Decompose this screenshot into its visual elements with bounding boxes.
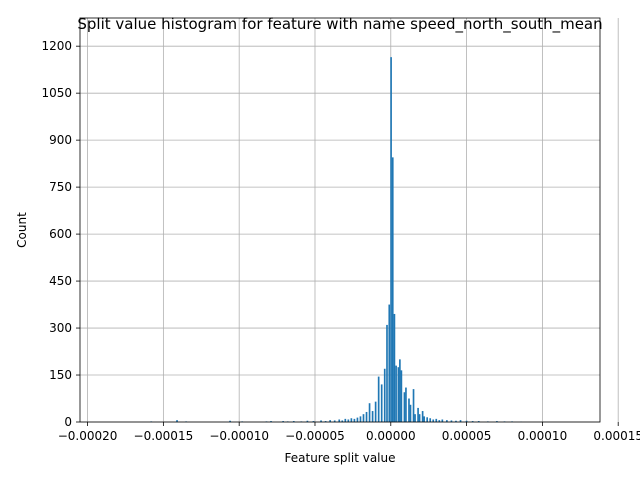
histogram-bar xyxy=(408,398,410,422)
histogram-bar xyxy=(371,411,374,422)
histogram-bar xyxy=(446,420,448,422)
y-tick-label: 150 xyxy=(49,368,72,382)
histogram-bar xyxy=(306,420,309,422)
histogram-bar xyxy=(496,421,498,422)
histogram-bar xyxy=(421,411,424,422)
x-tick-label: −0.00005 xyxy=(285,429,345,443)
histogram-bar xyxy=(390,57,392,423)
x-axis-label: Feature split value xyxy=(285,451,396,465)
histogram-bar xyxy=(368,403,371,422)
y-axis-ticks: 0 150 300 450 600 750 900 1050 1200 xyxy=(41,39,80,429)
y-tick-label: 900 xyxy=(49,133,72,147)
histogram-bar xyxy=(344,418,347,422)
grid-layer xyxy=(80,18,619,423)
histogram-bar xyxy=(353,418,356,422)
histogram-bar xyxy=(359,416,362,422)
histogram-bar xyxy=(362,414,365,422)
histogram-bar xyxy=(350,418,353,422)
y-tick-label: 1050 xyxy=(41,86,72,100)
y-tick-label: 600 xyxy=(49,227,72,241)
x-tick-label: −0.00020 xyxy=(58,429,118,443)
histogram-bar xyxy=(374,401,377,422)
histogram-bar xyxy=(388,304,391,422)
x-tick-label: 0.00000 xyxy=(366,429,416,443)
x-tick-label: −0.00015 xyxy=(134,429,194,443)
plot-frame xyxy=(79,17,601,423)
histogram-bar xyxy=(383,368,386,422)
histogram-bar xyxy=(377,376,380,422)
x-tick-label: 0.00010 xyxy=(518,429,568,443)
histogram-bar xyxy=(471,421,474,422)
histogram-bar xyxy=(229,420,231,422)
histogram-bar xyxy=(365,411,368,422)
bars-layer xyxy=(150,57,522,423)
histogram-bar xyxy=(414,414,416,422)
histogram-bar xyxy=(429,418,432,422)
histogram-bar xyxy=(426,417,429,422)
x-tick-label: 0.00005 xyxy=(442,429,492,443)
y-axis-label: Count xyxy=(15,212,29,248)
histogram-bar xyxy=(400,370,403,422)
histogram-bar xyxy=(341,420,344,422)
histogram-bar xyxy=(418,414,421,422)
histogram-bar xyxy=(292,421,295,422)
y-tick-label: 450 xyxy=(49,274,72,288)
histogram-bar xyxy=(393,313,396,422)
y-tick-label: 1200 xyxy=(41,39,72,53)
histogram-bar xyxy=(459,420,462,422)
histogram-bar xyxy=(320,420,322,422)
histogram-bar xyxy=(477,421,480,422)
histogram-bar xyxy=(329,420,331,422)
histogram-bar xyxy=(423,416,425,422)
histogram-bar xyxy=(441,419,444,422)
histogram-bar xyxy=(399,359,401,422)
histogram-bar xyxy=(270,421,272,422)
histogram-bar xyxy=(356,417,359,422)
histogram-bar xyxy=(338,419,341,422)
histogram-bar xyxy=(324,421,327,422)
histogram-bar xyxy=(397,367,400,422)
x-axis-ticks: −0.00020 −0.00015 −0.00010 −0.00005 0.00000 0… xyxy=(58,422,640,443)
histogram-bar xyxy=(391,157,394,423)
y-tick-label: 0 xyxy=(64,415,72,429)
histogram-bar xyxy=(432,419,435,422)
y-tick-label: 300 xyxy=(49,321,72,335)
histogram-bar xyxy=(333,420,336,422)
x-tick-label: 0.00015 xyxy=(593,429,640,443)
histogram-bar xyxy=(417,407,419,422)
histogram-bar xyxy=(455,420,457,422)
histogram-bar xyxy=(465,420,468,422)
x-tick-label: −0.00010 xyxy=(209,429,269,443)
histogram-bar xyxy=(312,421,315,422)
histogram-bar xyxy=(412,389,415,422)
histogram-bar xyxy=(386,324,388,422)
histogram-bar xyxy=(347,419,350,422)
chart-title: Split value histogram for feature with n… xyxy=(77,15,602,34)
histogram-bar xyxy=(403,392,406,422)
histogram-bar xyxy=(435,418,438,422)
histogram-bar xyxy=(395,365,397,422)
histogram-bar xyxy=(380,384,383,422)
histogram-bar xyxy=(409,404,412,422)
histogram-bar xyxy=(450,420,453,422)
histogram-bar xyxy=(438,420,441,422)
y-tick-label: 750 xyxy=(49,180,72,194)
histogram-bar xyxy=(282,421,284,422)
histogram-bar xyxy=(405,387,407,422)
histogram-bar xyxy=(176,420,178,422)
